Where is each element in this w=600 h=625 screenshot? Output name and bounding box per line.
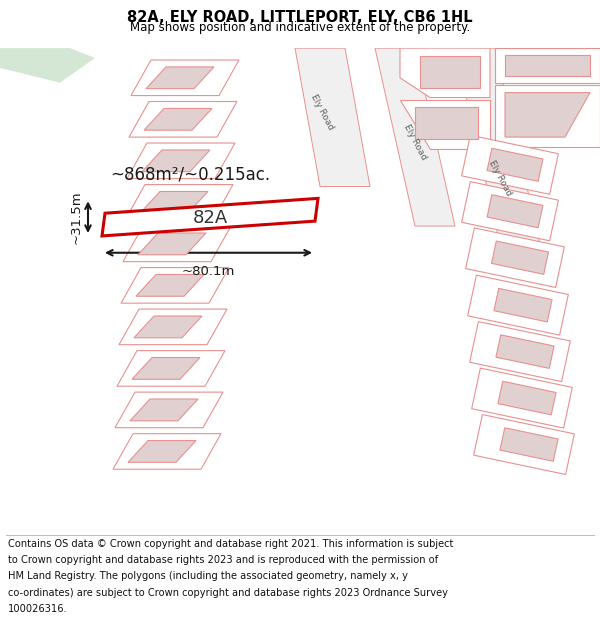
Polygon shape: [121, 268, 229, 303]
Polygon shape: [115, 392, 223, 428]
Text: to Crown copyright and database rights 2023 and is reproduced with the permissio: to Crown copyright and database rights 2…: [8, 555, 438, 565]
Polygon shape: [140, 191, 208, 213]
Polygon shape: [144, 108, 212, 130]
Polygon shape: [127, 143, 235, 179]
Polygon shape: [146, 67, 214, 89]
Polygon shape: [461, 182, 559, 241]
Text: Contains OS data © Crown copyright and database right 2021. This information is : Contains OS data © Crown copyright and d…: [8, 539, 453, 549]
Polygon shape: [400, 99, 490, 149]
Polygon shape: [467, 275, 568, 335]
Polygon shape: [136, 274, 204, 296]
Polygon shape: [491, 241, 548, 274]
Polygon shape: [461, 135, 559, 194]
Polygon shape: [470, 322, 571, 382]
Text: ~868m²/~0.215ac.: ~868m²/~0.215ac.: [110, 166, 270, 184]
Polygon shape: [400, 48, 490, 98]
Text: Ely Road: Ely Road: [402, 122, 428, 161]
Polygon shape: [123, 226, 231, 262]
Polygon shape: [496, 335, 554, 368]
Text: 82A: 82A: [193, 209, 227, 227]
Polygon shape: [130, 399, 198, 421]
Polygon shape: [113, 434, 221, 469]
Polygon shape: [134, 316, 202, 338]
Polygon shape: [420, 56, 480, 88]
Polygon shape: [138, 233, 206, 255]
Polygon shape: [119, 309, 227, 344]
Polygon shape: [495, 48, 600, 82]
Polygon shape: [117, 351, 225, 386]
Polygon shape: [505, 55, 590, 76]
Polygon shape: [125, 184, 233, 220]
Text: 100026316.: 100026316.: [8, 604, 67, 614]
Polygon shape: [415, 107, 478, 139]
Polygon shape: [498, 381, 556, 415]
Polygon shape: [487, 148, 543, 181]
Polygon shape: [132, 357, 200, 379]
Polygon shape: [131, 60, 239, 96]
Polygon shape: [375, 48, 455, 226]
Text: Map shows position and indicative extent of the property.: Map shows position and indicative extent…: [130, 21, 470, 34]
Text: Ely Road: Ely Road: [487, 159, 513, 198]
Polygon shape: [129, 101, 237, 137]
Polygon shape: [487, 195, 543, 228]
Text: ~80.1m: ~80.1m: [182, 264, 235, 278]
Polygon shape: [472, 368, 572, 428]
Text: co-ordinates) are subject to Crown copyright and database rights 2023 Ordnance S: co-ordinates) are subject to Crown copyr…: [8, 588, 448, 598]
Polygon shape: [0, 48, 95, 82]
Polygon shape: [455, 48, 545, 266]
Polygon shape: [494, 288, 552, 322]
Polygon shape: [505, 92, 590, 137]
Text: ~31.5m: ~31.5m: [70, 191, 83, 244]
Polygon shape: [142, 150, 210, 172]
Polygon shape: [128, 441, 196, 462]
Text: 82A, ELY ROAD, LITTLEPORT, ELY, CB6 1HL: 82A, ELY ROAD, LITTLEPORT, ELY, CB6 1HL: [127, 9, 473, 24]
Polygon shape: [495, 85, 600, 147]
Polygon shape: [102, 198, 318, 236]
Polygon shape: [295, 48, 370, 186]
Polygon shape: [473, 414, 574, 474]
Polygon shape: [466, 228, 565, 288]
Text: Ely Road: Ely Road: [309, 93, 335, 132]
Text: HM Land Registry. The polygons (including the associated geometry, namely x, y: HM Land Registry. The polygons (includin…: [8, 571, 408, 581]
Polygon shape: [500, 428, 558, 461]
